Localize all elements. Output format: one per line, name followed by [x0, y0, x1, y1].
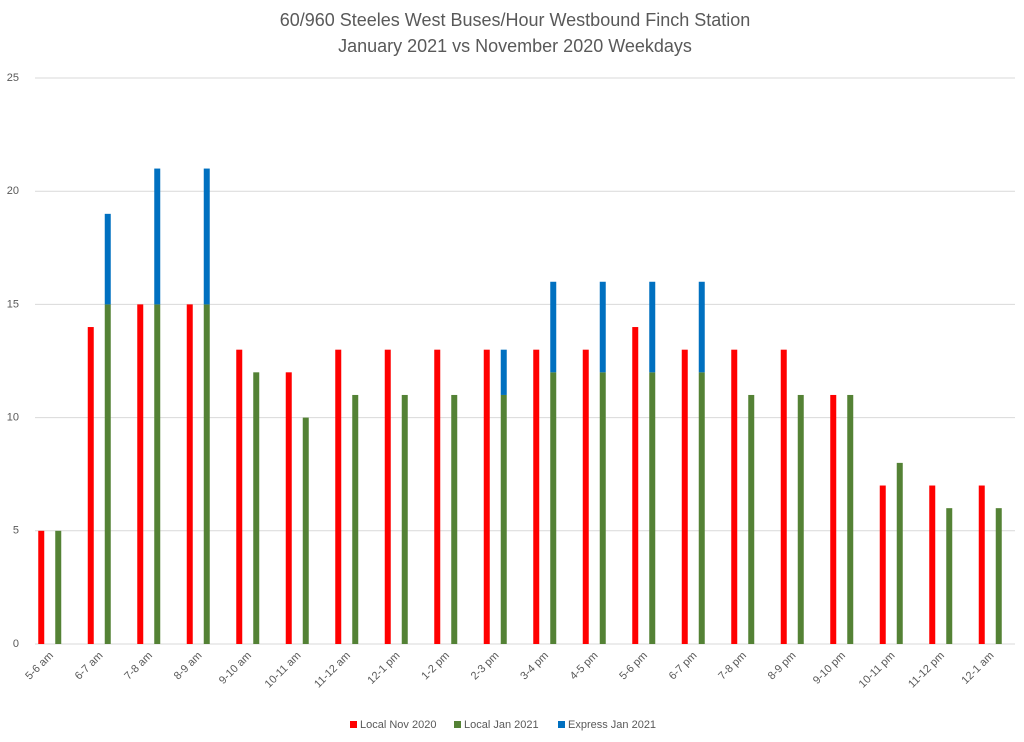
- chart-subtitle: January 2021 vs November 2020 Weekdays: [338, 36, 692, 56]
- bar: [352, 394, 359, 644]
- bar: [104, 213, 111, 305]
- bar: [302, 417, 309, 644]
- legend-label: Local Jan 2021: [464, 719, 539, 731]
- chart-title: 60/960 Steeles West Buses/Hour Westbound…: [280, 10, 751, 30]
- bar: [748, 394, 755, 644]
- bar: [253, 372, 260, 644]
- x-tick-label: 10-11 am: [263, 650, 304, 691]
- x-tick-label: 11-12 am: [312, 650, 353, 691]
- bar: [698, 281, 705, 373]
- x-tick-label: 8-9 pm: [766, 650, 799, 683]
- bar: [847, 394, 854, 644]
- x-tick-label: 10-11 pm: [857, 650, 898, 691]
- y-tick-label: 15: [7, 298, 19, 310]
- bar: [649, 372, 656, 644]
- bar: [797, 394, 804, 644]
- bar: [599, 372, 606, 644]
- bar: [929, 485, 936, 644]
- x-tick-label: 5-6 pm: [617, 650, 650, 683]
- legend-swatch: [454, 721, 461, 728]
- bar: [203, 168, 210, 305]
- y-tick-label: 10: [7, 412, 19, 424]
- bar: [154, 168, 161, 305]
- bar: [533, 349, 540, 644]
- bar: [599, 281, 606, 373]
- bar: [434, 349, 441, 644]
- x-tick-label: 2-3 pm: [469, 650, 502, 683]
- legend-swatch: [350, 721, 357, 728]
- x-tick-label: 3-4 pm: [518, 650, 551, 683]
- bar: [582, 349, 589, 644]
- legend-label: Local Nov 2020: [360, 719, 436, 731]
- x-tick-label: 1-2 pm: [419, 650, 452, 683]
- bar: [186, 304, 193, 644]
- bar: [830, 394, 837, 644]
- bar: [500, 349, 507, 395]
- bar: [384, 349, 391, 644]
- legend-swatch: [558, 721, 565, 728]
- x-tick-label: 9-10 pm: [811, 650, 848, 687]
- bar: [780, 349, 787, 644]
- bar: [978, 485, 985, 644]
- bar: [87, 327, 94, 644]
- x-tick-label: 11-12 pm: [906, 650, 947, 691]
- x-tick-label: 7-8 am: [122, 650, 155, 683]
- bar: [401, 394, 408, 644]
- bar: [104, 304, 111, 644]
- y-tick-label: 20: [7, 185, 19, 197]
- x-tick-label: 12-1 am: [959, 650, 996, 687]
- y-tick-label: 0: [13, 638, 19, 650]
- bar: [137, 304, 144, 644]
- bar: [995, 508, 1002, 644]
- y-tick-label: 5: [13, 525, 19, 537]
- x-tick-label: 9-10 am: [217, 650, 254, 687]
- x-tick-label: 4-5 pm: [568, 650, 601, 683]
- bar: [731, 349, 738, 644]
- bar: [550, 372, 557, 644]
- bar: [500, 394, 507, 644]
- bar: [649, 281, 656, 373]
- bar: [55, 530, 62, 644]
- bar: [154, 304, 161, 644]
- x-tick-label: 7-8 pm: [716, 650, 749, 683]
- bar: [451, 394, 458, 644]
- x-tick-label: 5-6 am: [23, 650, 56, 683]
- bar: [335, 349, 342, 644]
- bar: [38, 530, 45, 644]
- x-tick-label: 6-7 am: [73, 650, 106, 683]
- x-tick-label: 12-1 pm: [365, 650, 402, 687]
- bar: [285, 372, 292, 644]
- y-tick-label: 25: [7, 72, 19, 84]
- bar: [879, 485, 886, 644]
- bar: [946, 508, 953, 644]
- x-tick-label: 6-7 pm: [667, 650, 700, 683]
- x-tick-label: 8-9 am: [172, 650, 205, 683]
- bar: [483, 349, 490, 644]
- bar: [896, 462, 903, 644]
- bar: [698, 372, 705, 644]
- bar: [236, 349, 243, 644]
- bar: [681, 349, 688, 644]
- bar: [203, 304, 210, 644]
- bar: [550, 281, 557, 373]
- legend-label: Express Jan 2021: [568, 719, 656, 731]
- bar: [632, 327, 639, 644]
